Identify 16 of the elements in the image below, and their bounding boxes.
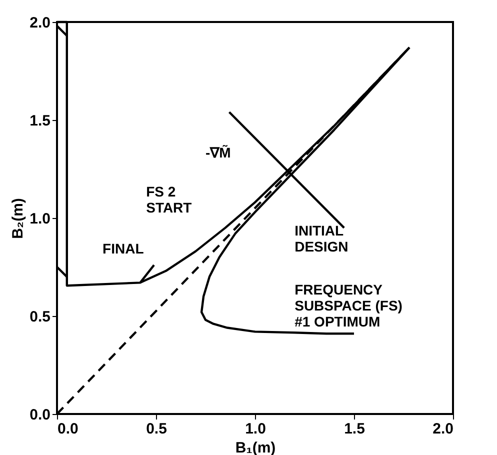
y-tick-label: 1.5: [30, 112, 50, 130]
annotation: FS 2 START: [146, 184, 192, 216]
y-tick-label: 2.0: [30, 14, 50, 32]
y-tick-label: 0.5: [30, 308, 50, 326]
y-tick-label: 1.0: [30, 210, 50, 228]
annotation: INITIAL DESIGN: [294, 222, 348, 255]
annotation: FINAL: [102, 240, 144, 256]
x-tick-label: 1.5: [344, 420, 365, 438]
y-tick-label: 0.0: [30, 406, 50, 424]
annotation: FREQUENCY SUBSPACE (FS) #1 OPTIMUM: [294, 282, 402, 330]
x-tick-label: 2.0: [432, 420, 454, 438]
x-tick-label: 0.5: [146, 420, 167, 438]
x-tick-label: 1.0: [245, 420, 266, 438]
x-tick-label: 0.0: [58, 420, 78, 438]
annotation: -∇M̃: [206, 144, 231, 160]
y-axis-title: B₂(m): [10, 198, 27, 239]
